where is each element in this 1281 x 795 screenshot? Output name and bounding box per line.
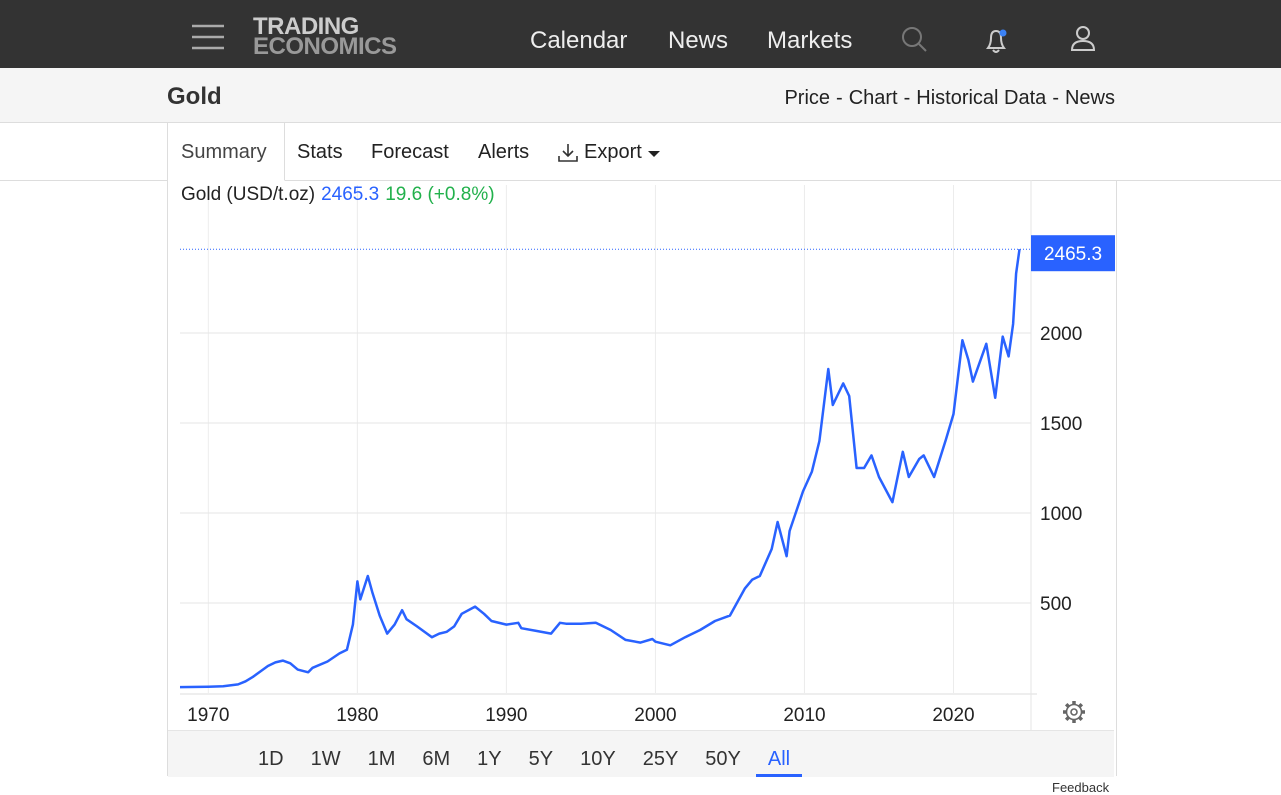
range-underline (755, 774, 803, 777)
chart-panel: 1970 1980 1990 2000 2010 2020 500 1000 1500 2000 2… (167, 180, 1117, 776)
legend-value: 2465.3 (321, 184, 379, 205)
sub-header: Gold Price - Chart - Historical Data - News (0, 68, 1281, 123)
range-button[interactable]: 50Y (705, 748, 741, 770)
notification-icon[interactable] (982, 26, 1012, 56)
nav-link[interactable]: News (668, 27, 729, 54)
separator: - (836, 87, 843, 109)
range-button[interactable]: 1D (258, 748, 284, 770)
tab[interactable]: Export (584, 141, 642, 163)
legend-change: 19.6 (+0.8%) (385, 184, 494, 205)
legend-label: Gold (USD/t.oz) (181, 184, 315, 205)
header-links: Price - Chart - Historical Data - News (784, 87, 1115, 110)
download-icon (558, 144, 578, 162)
x-tick-label: 1980 (336, 705, 378, 726)
y-tick-label: 1500 (1040, 414, 1082, 435)
y-tick-label: 2000 (1040, 324, 1082, 345)
settings-icon[interactable] (1063, 701, 1085, 723)
logo-line: ECONOMICS (253, 33, 397, 60)
active-tab-box (167, 123, 285, 181)
page-title: Gold (167, 83, 222, 110)
header-link[interactable]: Historical Data (916, 87, 1047, 109)
user-icon[interactable] (1070, 24, 1096, 52)
legend: Gold (USD/t.oz) 2465.3 19.6 (+0.8%) (181, 184, 495, 205)
tab-bar: Summary Stats Forecast Alerts Export (0, 123, 1281, 181)
x-tick-label: 1990 (485, 705, 527, 726)
last-value-label: 2465.3 (1044, 244, 1102, 265)
chart: 1970 1980 1990 2000 2010 2020 500 1000 1500 2000 2… (179, 180, 1115, 730)
menu-icon[interactable] (191, 24, 225, 50)
nav-link[interactable]: Markets (767, 27, 853, 54)
y-tick-label: 500 (1040, 594, 1072, 615)
logo-line: TRADING (253, 13, 359, 40)
header-link[interactable]: News (1064, 87, 1115, 109)
x-tick-label: 2020 (932, 705, 974, 726)
header-link[interactable]: Price (784, 87, 831, 109)
last-value-badge (1031, 235, 1115, 272)
range-bar: 1D 1W 1M 6M 1Y 5Y 10Y 25Y 50Y All (168, 730, 1114, 777)
separator: - (1052, 87, 1059, 109)
feedback-link[interactable]: Feedback (1052, 780, 1110, 795)
header-link[interactable]: Chart (848, 87, 898, 109)
range-button[interactable]: 1Y (477, 748, 502, 770)
tab[interactable]: Alerts (478, 141, 530, 163)
tab[interactable]: Stats (297, 141, 343, 163)
top-bar: TRADING ECONOMICS Calendar News Markets (0, 0, 1281, 68)
range-button[interactable]: 6M (422, 748, 451, 770)
x-tick-label: 2000 (634, 705, 676, 726)
nav-link[interactable]: Calendar (530, 27, 628, 54)
separator: - (903, 87, 911, 109)
range-button[interactable]: 5Y (528, 748, 554, 770)
price-line (179, 249, 1021, 689)
tab[interactable]: Summary (181, 141, 267, 163)
x-tick-label: 1970 (187, 705, 229, 726)
logo[interactable]: TRADING ECONOMICS (253, 13, 397, 60)
search-icon[interactable] (900, 25, 930, 55)
tab[interactable]: Forecast (371, 141, 449, 163)
range-button[interactable]: 1W (310, 748, 341, 770)
range-button[interactable]: All (767, 748, 791, 770)
y-tick-label: 1000 (1040, 504, 1082, 525)
dropdown-caret (648, 151, 660, 157)
range-button[interactable]: 1M (367, 748, 396, 770)
range-button[interactable]: 10Y (580, 748, 616, 770)
range-button[interactable]: 25Y (642, 748, 679, 770)
x-tick-label: 2010 (783, 705, 825, 726)
